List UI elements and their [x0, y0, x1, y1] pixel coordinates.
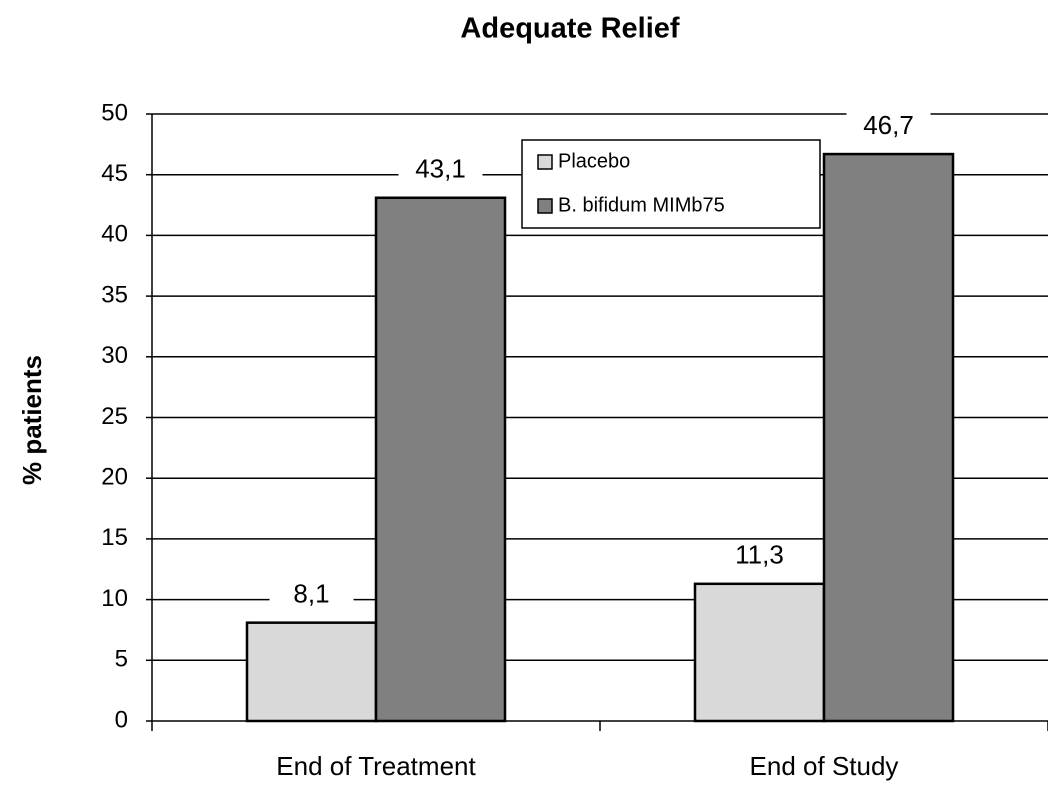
bar — [822, 152, 955, 723]
y-tick-label: 10 — [101, 585, 128, 612]
bar — [245, 621, 378, 723]
y-tick-label: 20 — [101, 464, 128, 491]
x-tick-label: End of Treatment — [276, 751, 476, 781]
legend-label: B. bifidum MIMb75 — [558, 194, 725, 216]
value-label-bg — [269, 579, 354, 612]
value-label-bg — [846, 111, 931, 144]
y-tick-label: 30 — [101, 342, 128, 369]
value-label-bg — [398, 154, 483, 187]
legend-swatch — [537, 154, 553, 170]
y-tick-label: 40 — [101, 221, 128, 248]
value-label: 43,1 — [415, 154, 466, 184]
bar — [374, 196, 507, 723]
y-tick-label: 15 — [101, 524, 128, 551]
value-label: 11,3 — [735, 540, 784, 570]
y-tick-label: 5 — [115, 646, 128, 673]
bar — [693, 582, 826, 723]
x-tick-label: End of Study — [750, 751, 899, 781]
value-label-bg — [717, 540, 802, 573]
y-tick-label: 0 — [115, 706, 128, 733]
value-label: 46,7 — [863, 110, 914, 140]
y-axis-label: % patients — [17, 355, 47, 485]
legend-box — [521, 139, 821, 229]
value-label: 8,1 — [293, 579, 329, 609]
y-tick-label: 50 — [101, 99, 128, 126]
y-tick-label: 35 — [101, 281, 128, 308]
legend-label: Placebo — [558, 150, 630, 172]
legend-swatch — [537, 198, 553, 214]
y-tick-label: 45 — [101, 160, 128, 187]
chart-title: Adequate Relief — [460, 13, 679, 45]
y-tick-label: 25 — [101, 403, 128, 430]
